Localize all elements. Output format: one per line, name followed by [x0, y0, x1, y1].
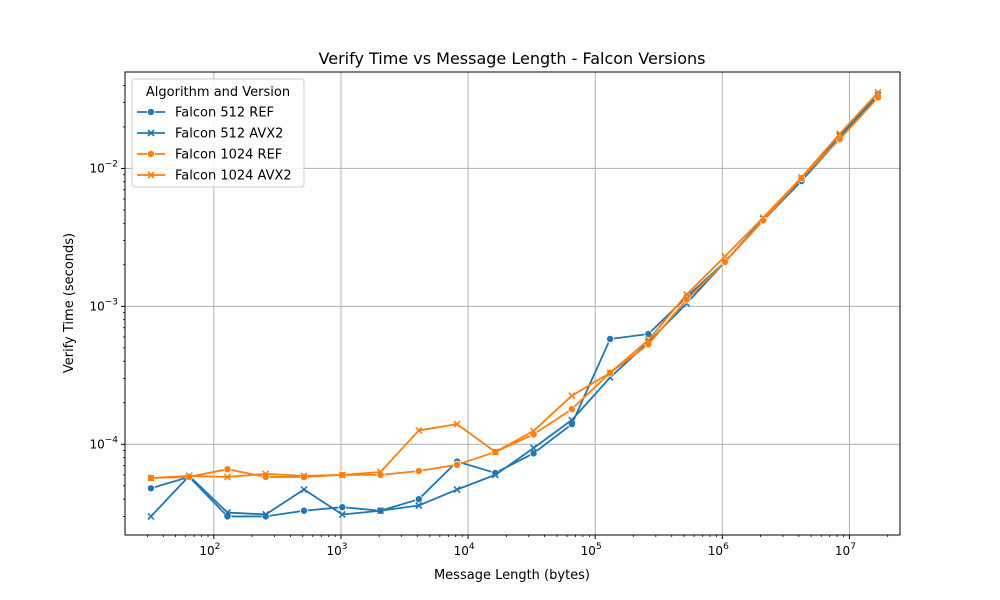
legend-marker — [146, 149, 155, 158]
data-point — [223, 465, 232, 474]
y-axis-label: Verify Time (seconds) — [62, 233, 77, 373]
legend-label: Falcon 1024 REF — [175, 148, 282, 163]
legend-marker — [147, 171, 155, 179]
data-point — [414, 495, 423, 504]
data-point — [644, 336, 652, 344]
legend-entry: Falcon 512 AVX2 — [137, 127, 283, 142]
data-point — [338, 503, 347, 512]
legend-entry: Falcon 512 REF — [137, 106, 274, 121]
data-point — [415, 426, 423, 435]
data-point — [223, 473, 232, 481]
data-point — [300, 472, 308, 480]
data-point — [338, 471, 346, 479]
x-tick-label: 105 — [581, 542, 602, 558]
plot-area-frame — [124, 71, 901, 536]
data-point — [491, 471, 499, 479]
legend-marker — [146, 108, 155, 117]
data-point — [453, 420, 461, 428]
data-point — [530, 444, 538, 452]
data-point — [223, 512, 232, 521]
series-layer — [146, 88, 882, 521]
data-point — [606, 369, 614, 377]
legend-title: Algorithm and Version — [146, 85, 290, 100]
data-point — [376, 468, 385, 476]
y-tick-label: 10−2 — [89, 159, 118, 175]
data-point — [567, 405, 576, 414]
data-point — [491, 448, 499, 456]
data-point — [797, 173, 806, 182]
x-tick-label: 103 — [326, 542, 347, 558]
data-point — [720, 257, 729, 266]
series-line — [150, 96, 879, 479]
data-point — [683, 290, 691, 299]
data-point — [721, 252, 729, 261]
data-point — [147, 474, 155, 482]
data-point — [568, 416, 576, 424]
data-point — [146, 484, 155, 493]
legend: Algorithm and Version Falcon 512 REFFalc… — [131, 78, 305, 188]
y-tick-label: 10−3 — [89, 297, 118, 313]
series-falcon-1024-avx2 — [147, 88, 882, 482]
legend-label: Falcon 512 REF — [175, 106, 274, 121]
data-point — [836, 130, 844, 138]
legend-label: Falcon 1024 AVX2 — [175, 169, 292, 184]
data-point — [568, 392, 576, 400]
x-axis-label: Message Length (bytes) — [434, 568, 590, 583]
data-point — [147, 512, 155, 520]
legend-frame — [131, 78, 305, 188]
data-point — [262, 470, 270, 478]
data-point — [185, 472, 193, 480]
data-point — [453, 485, 461, 494]
data-point — [338, 510, 346, 519]
legend-items: Falcon 512 REF Falcon 512 AVX2 Falcon 1024… — [137, 106, 292, 184]
data-point — [874, 88, 882, 97]
x-tick-label: 107 — [835, 542, 856, 558]
data-point — [376, 507, 385, 515]
series-line — [150, 91, 879, 479]
data-point — [529, 449, 538, 458]
x-tick-label: 102 — [199, 542, 220, 558]
x-tick-label: 104 — [454, 542, 475, 558]
legend-entry: Falcon 1024 AVX2 — [137, 169, 292, 184]
data-point — [453, 460, 462, 469]
data-point — [300, 485, 308, 494]
data-point — [262, 510, 270, 519]
data-point — [414, 467, 423, 476]
data-point — [415, 501, 423, 510]
legend-entry: Falcon 1024 REF — [137, 148, 282, 163]
data-point — [606, 334, 615, 343]
data-point — [300, 506, 309, 515]
data-point — [759, 214, 767, 222]
data-point — [530, 427, 538, 435]
tick-layer: 102 103 104 105 106 107 10−4 10−3 10−2 — [89, 84, 889, 558]
x-tick-label: 106 — [708, 542, 729, 558]
legend-label: Falcon 512 AVX2 — [175, 127, 283, 142]
legend-marker — [147, 129, 155, 137]
data-point — [644, 330, 653, 339]
chart-title: Verify Time vs Message Length - Falcon V… — [319, 49, 706, 68]
y-tick-label: 10−4 — [89, 435, 118, 451]
data-point — [223, 508, 232, 517]
